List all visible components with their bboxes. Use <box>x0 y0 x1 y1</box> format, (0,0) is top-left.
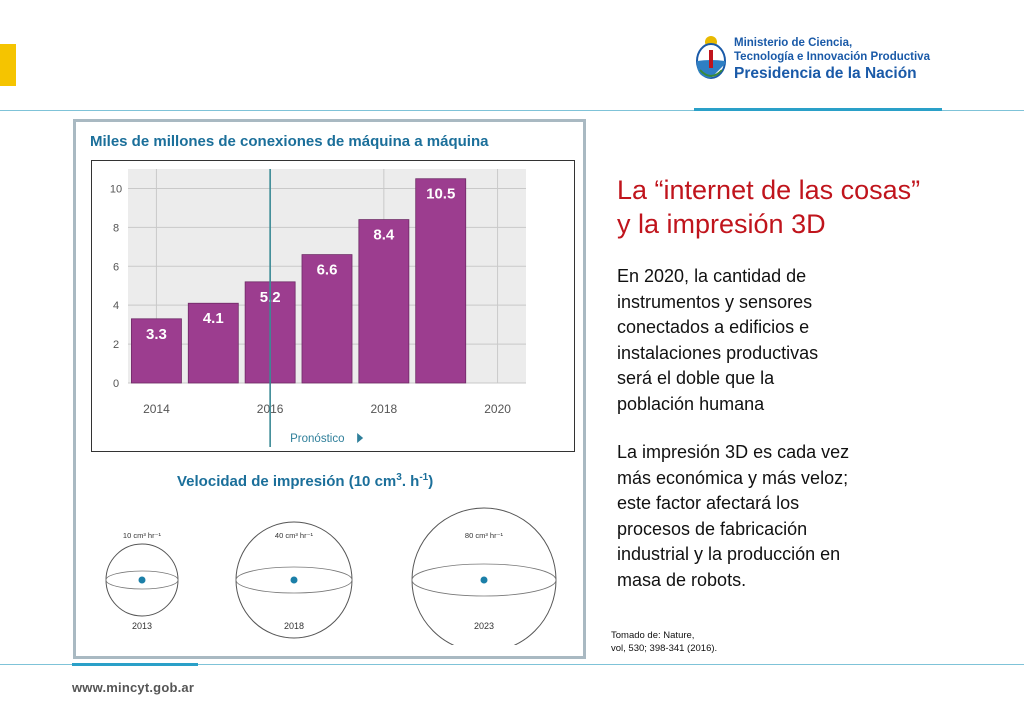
print-speed-title-mid: . h <box>401 473 420 490</box>
paragraph-iot-line: conectados a edificios e <box>617 317 810 337</box>
slide-heading-line1: La “internet de las cosas” <box>617 175 921 205</box>
paragraph-3d-line: industrial y la producción en <box>617 544 841 564</box>
paragraph-iot-line: será el doble que la <box>617 368 775 388</box>
print-speed-title-end: ) <box>428 473 434 490</box>
print-speed-title-sup2: -1 <box>419 472 429 483</box>
y-tick-label: 2 <box>113 339 119 351</box>
sphere-2023-rate: 80 cm³ hr⁻¹ <box>465 531 504 540</box>
paragraph-3d-line: procesos de fabricación <box>617 518 808 539</box>
y-tick-label: 0 <box>113 378 119 390</box>
print-speed-title: Velocidad de impresión (10 cm3. h-1) <box>177 472 433 490</box>
coat-of-arms-icon <box>696 36 726 79</box>
paragraph-3d-line: más económica y más veloz; <box>617 467 849 488</box>
bar <box>358 219 410 384</box>
bar-value-label: 10.5 <box>426 186 455 203</box>
sphere-2023: 80 cm³ hr⁻¹ 2023 <box>411 507 557 645</box>
sphere-2018: 40 cm³ hr⁻¹ 2018 <box>235 521 353 639</box>
forecast-arrow-icon <box>357 433 364 443</box>
paragraph-3d-line: masa de robots. <box>617 569 747 590</box>
source-citation: Tomado de: Nature, vol, 530; 398-341 (20… <box>611 630 717 655</box>
paragraph-3d-printing: La impresión 3D es cada vez más económic… <box>617 440 849 593</box>
sphere-2013-year: 2013 <box>132 621 152 631</box>
bar-value-label: 8.4 <box>373 227 395 244</box>
logo-underline <box>694 108 942 111</box>
sphere-2013: 10 cm³ hr⁻¹ 2013 <box>105 531 179 631</box>
ministry-logo: Ministerio de Ciencia, Tecnología e Inno… <box>694 34 944 84</box>
footer-url: www.mincyt.gob.ar <box>72 680 195 695</box>
y-tick-label: 8 <box>113 222 119 234</box>
x-tick-label: 2020 <box>484 402 511 416</box>
ministry-name-line1: Ministerio de Ciencia, <box>734 37 853 49</box>
forecast-label: Pronóstico <box>290 433 344 445</box>
yellow-tab-accent <box>0 44 16 86</box>
sphere-2018-rate: 40 cm³ hr⁻¹ <box>275 531 314 540</box>
footer-divider <box>0 664 1024 665</box>
bar-chart: 0 2 4 6 8 10 2014 2016 2018 2020 3.3 4.1 5.2 6.6 8.4 10… <box>91 160 575 452</box>
header-divider <box>0 110 1024 111</box>
y-tick-label: 4 <box>113 300 119 312</box>
paragraph-iot-line: En 2020, la cantidad de <box>617 266 807 286</box>
sphere-2013-rate: 10 cm³ hr⁻¹ <box>123 531 162 540</box>
footer-accent-line <box>72 663 198 666</box>
bar-value-label: 3.3 <box>146 326 167 343</box>
sphere-2023-year: 2023 <box>474 621 494 631</box>
y-tick-label: 10 <box>110 183 122 195</box>
ministry-name-line2: Tecnología e Innovación Productiva <box>734 51 930 63</box>
y-tick-label: 6 <box>113 261 119 273</box>
slide-heading-line2: y la impresión 3D <box>617 209 826 239</box>
paragraph-iot: En 2020, la cantidad de instrumentos y s… <box>617 264 818 417</box>
print-speed-title-text: Velocidad de impresión (10 cm <box>177 473 397 490</box>
bar <box>187 302 239 384</box>
source-line2: vol, 530; 398-341 (2016). <box>611 642 718 654</box>
paragraph-iot-line: instalaciones productivas <box>617 342 819 363</box>
chart-title: Miles de millones de conexiones de máqui… <box>90 133 489 150</box>
presidency-name: Presidencia de la Nación <box>734 65 917 82</box>
bar <box>131 318 182 384</box>
bar <box>415 178 467 384</box>
bar <box>301 254 353 384</box>
print-speed-title-sup1: 3 <box>396 472 402 483</box>
paragraph-3d-line: este factor afectará los <box>617 493 800 513</box>
sphere-2018-year: 2018 <box>284 621 304 631</box>
slide-heading: La “internet de las cosas” y la impresió… <box>617 173 920 241</box>
bar-value-label: 4.1 <box>203 310 224 327</box>
paragraph-iot-line: instrumentos y sensores <box>617 291 813 312</box>
paragraph-iot-line: población humana <box>617 393 765 414</box>
source-line1: Tomado de: Nature, <box>611 630 695 641</box>
x-tick-label: 2014 <box>143 402 170 416</box>
print-speed-spheres: 10 cm³ hr⁻¹ 2013 40 cm³ hr⁻¹ 2018 80 cm³… <box>105 507 557 645</box>
x-tick-label: 2018 <box>371 402 398 416</box>
bar-value-label: 6.6 <box>317 262 338 279</box>
paragraph-3d-line: La impresión 3D es cada vez <box>617 442 850 462</box>
